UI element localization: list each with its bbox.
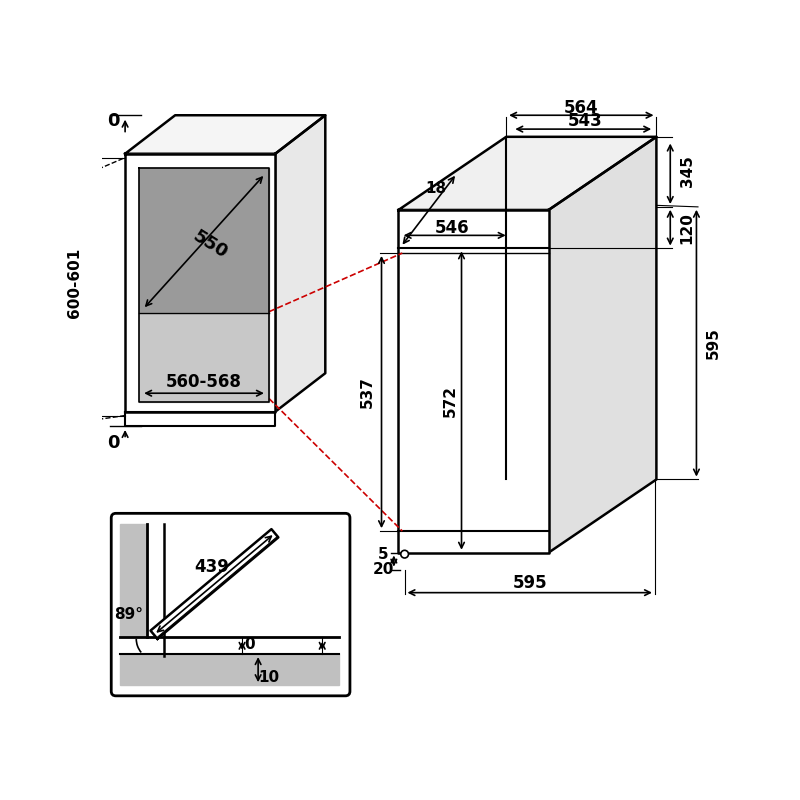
Polygon shape — [275, 115, 326, 412]
Circle shape — [401, 550, 409, 558]
Text: 543: 543 — [568, 113, 602, 130]
Polygon shape — [139, 168, 269, 314]
Text: 89°: 89° — [114, 606, 142, 622]
Polygon shape — [125, 412, 275, 426]
Text: 439: 439 — [194, 558, 229, 576]
Text: 10: 10 — [258, 670, 279, 685]
FancyBboxPatch shape — [111, 514, 350, 696]
Text: 5: 5 — [378, 546, 388, 562]
Text: 0: 0 — [107, 112, 120, 130]
Text: 18: 18 — [426, 181, 446, 196]
Text: 595: 595 — [706, 327, 721, 359]
Text: 595: 595 — [513, 574, 547, 593]
Polygon shape — [398, 137, 656, 210]
Polygon shape — [125, 115, 326, 154]
Polygon shape — [398, 210, 549, 553]
Text: 20: 20 — [372, 562, 394, 577]
Polygon shape — [139, 314, 269, 402]
Text: 546: 546 — [435, 218, 470, 237]
Text: 600-601: 600-601 — [66, 248, 82, 318]
Text: 120: 120 — [680, 212, 694, 244]
Text: 564: 564 — [564, 98, 598, 117]
Text: 550: 550 — [190, 226, 231, 262]
Polygon shape — [125, 154, 275, 412]
Text: 0: 0 — [107, 434, 120, 451]
Text: 572: 572 — [443, 385, 458, 417]
Text: 560-568: 560-568 — [166, 374, 242, 391]
Polygon shape — [121, 654, 339, 685]
Polygon shape — [121, 524, 146, 638]
Text: 537: 537 — [360, 376, 375, 408]
Text: 345: 345 — [680, 155, 694, 187]
Polygon shape — [150, 529, 278, 639]
Text: 0: 0 — [245, 637, 255, 652]
Polygon shape — [549, 137, 656, 553]
